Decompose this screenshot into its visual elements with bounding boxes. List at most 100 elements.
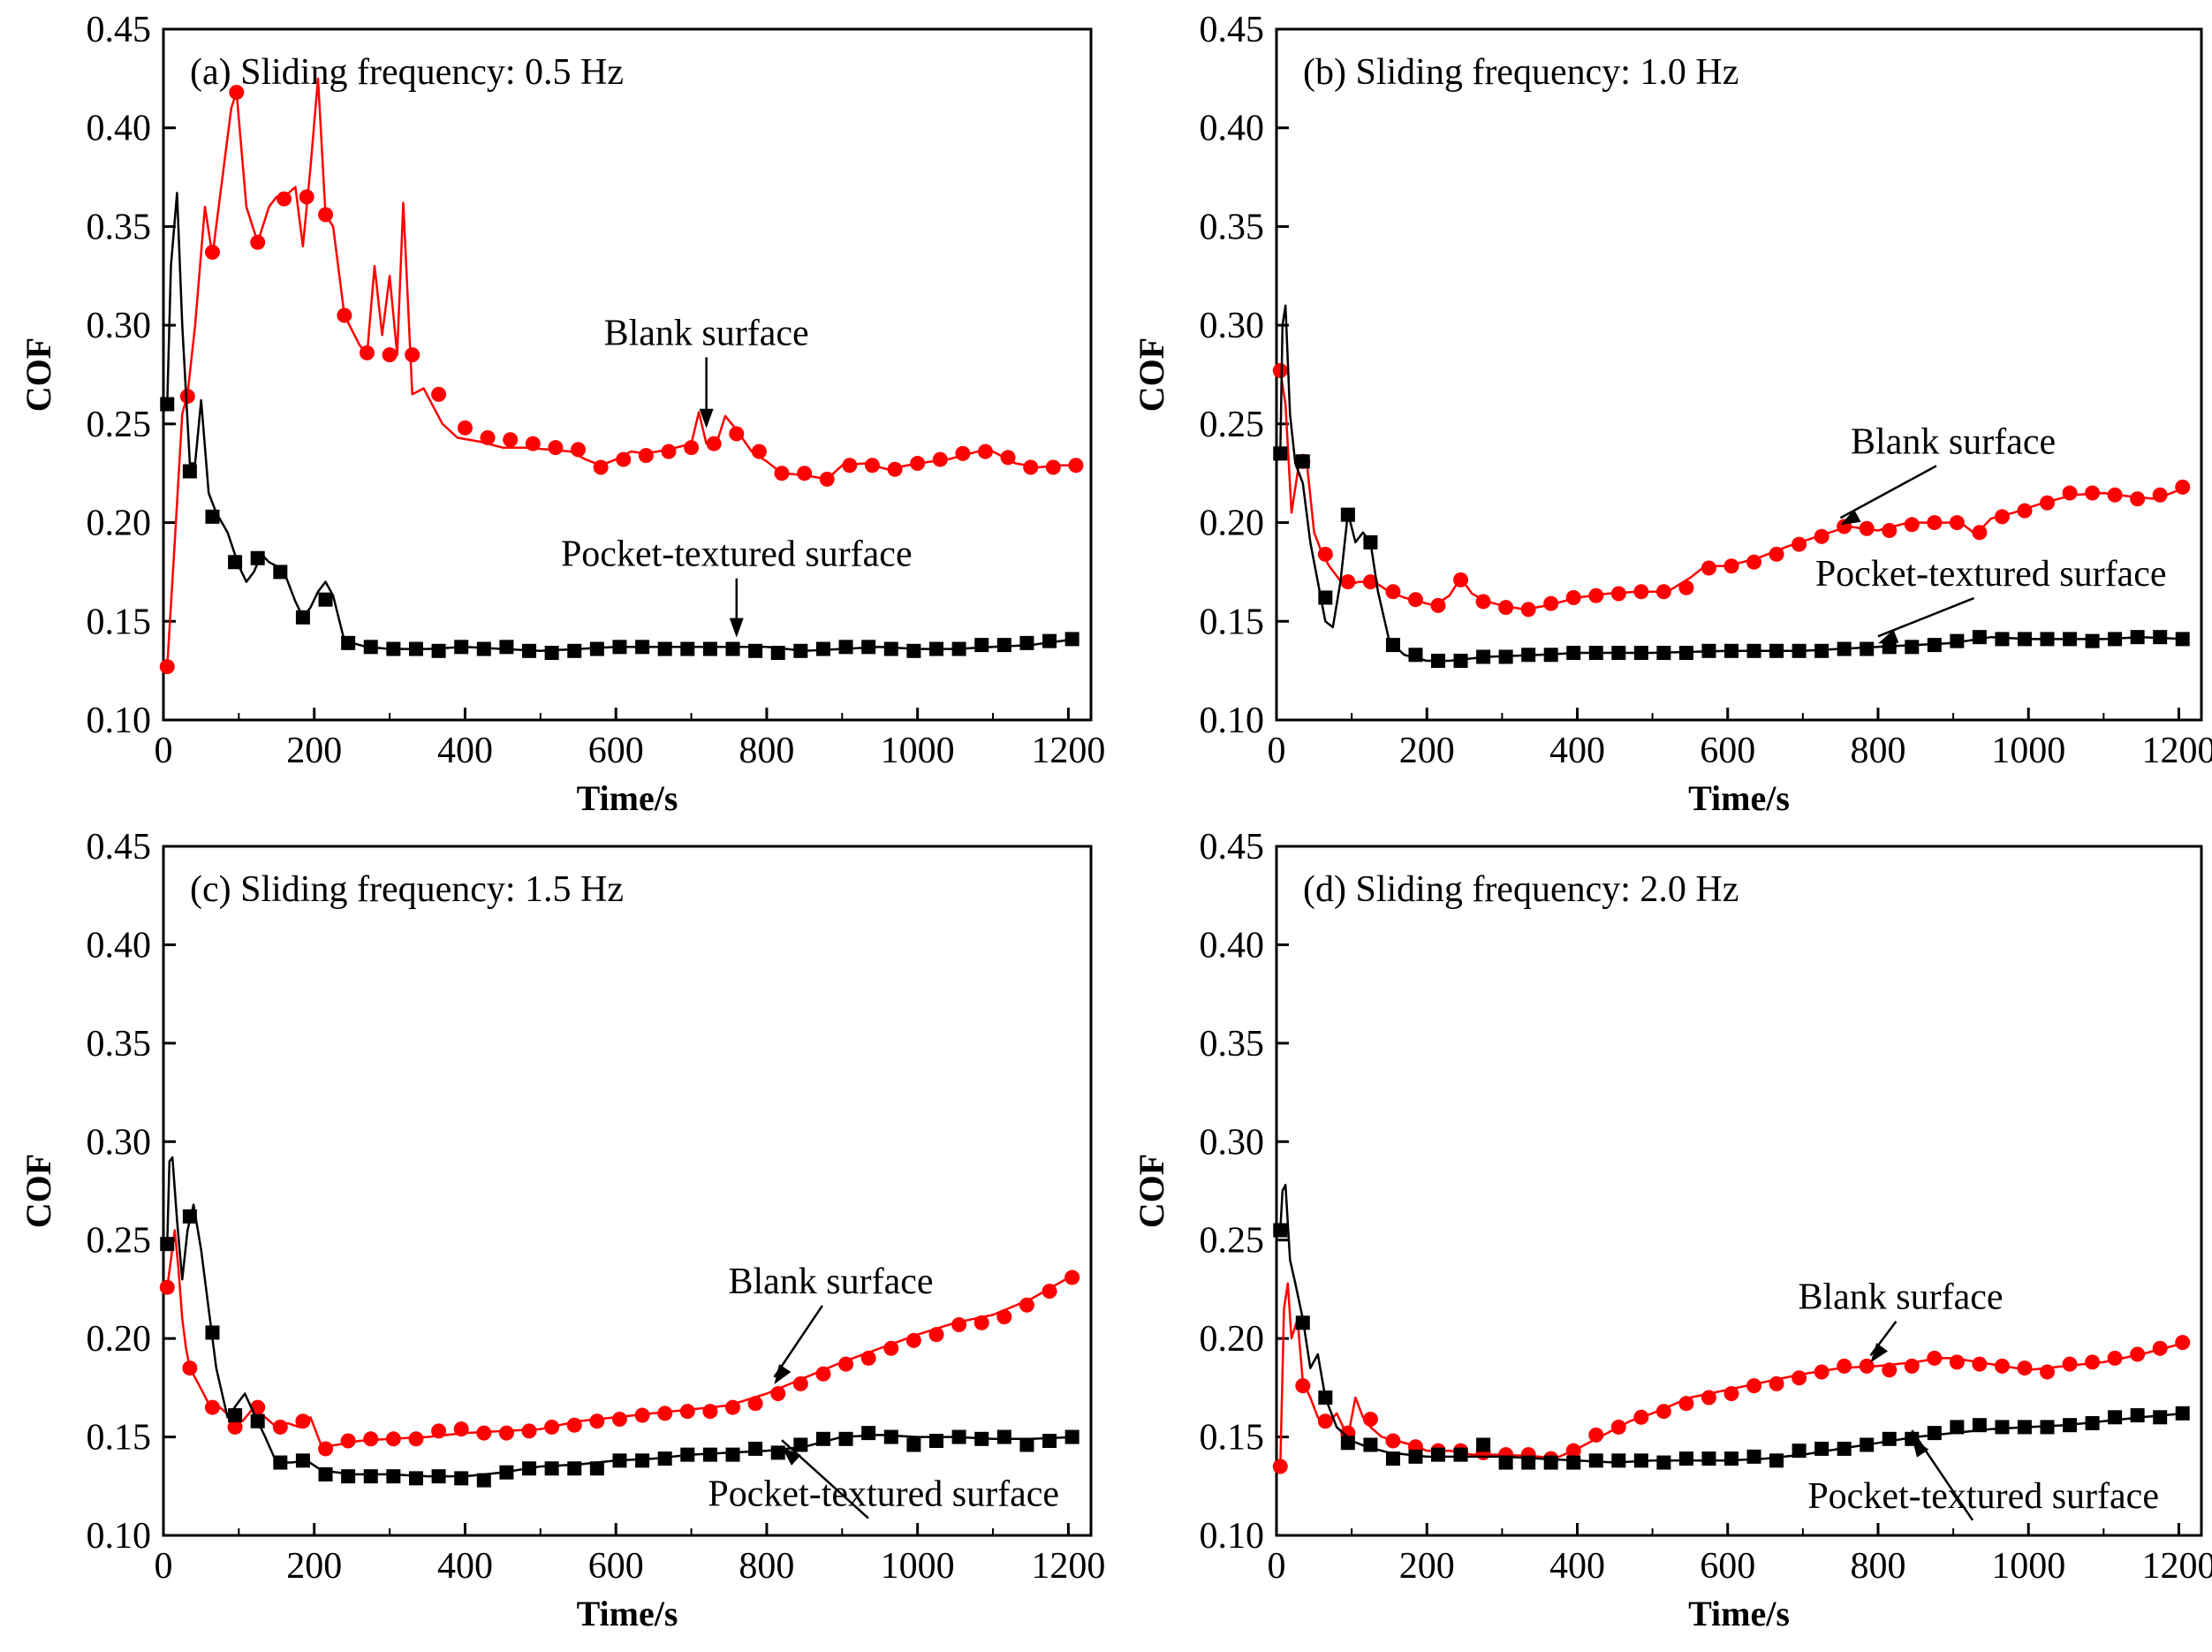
x-tick-label: 400: [437, 1546, 493, 1587]
textured-marker: [386, 641, 401, 656]
panel-title: (d) Sliding frequency: 2.0 Hz: [1303, 869, 1739, 910]
textured-marker: [1611, 1453, 1626, 1468]
textured-marker: [838, 640, 853, 655]
annotation-arrow-head: [699, 408, 714, 428]
x-tick-label: 800: [739, 1546, 794, 1587]
textured-marker: [2108, 1410, 2123, 1425]
blank-marker: [589, 1413, 605, 1429]
textured-marker: [996, 1429, 1011, 1444]
blank-marker: [453, 1421, 469, 1437]
textured-series-line: [166, 192, 1077, 653]
annotation-arrow-head: [1877, 629, 1899, 644]
textured-marker: [1972, 630, 1987, 645]
textured-marker: [906, 1437, 921, 1452]
y-tick-label: 0.25: [87, 405, 152, 445]
textured-marker: [1453, 1447, 1468, 1462]
annotation-arrow-head: [1912, 1437, 1929, 1458]
blank-marker: [616, 451, 632, 467]
textured-marker: [160, 397, 175, 412]
blank-marker: [382, 347, 398, 363]
textured-marker: [1746, 1449, 1761, 1464]
textured-marker: [748, 643, 763, 658]
textured-marker: [1543, 648, 1558, 663]
textured-marker: [1905, 640, 1920, 655]
textured-marker: [2040, 632, 2055, 647]
textured-marker: [1769, 643, 1784, 658]
textured-marker: [2085, 633, 2100, 648]
textured-marker: [182, 1209, 197, 1224]
blank-marker: [272, 1419, 288, 1435]
blank-marker: [1814, 528, 1829, 544]
textured-series-line: [1279, 1184, 2187, 1464]
blank-marker: [1655, 1404, 1671, 1420]
textured-marker: [1431, 1447, 1446, 1462]
y-tick-label: 0.25: [1200, 1221, 1265, 1262]
textured-marker: [748, 1441, 763, 1456]
y-tick-label: 0.35: [87, 207, 152, 247]
textured-marker: [770, 1445, 785, 1460]
textured-marker: [1498, 1455, 1513, 1470]
blank-marker: [1068, 458, 1084, 474]
x-tick-label: 0: [155, 731, 173, 771]
panel-title: (a) Sliding frequency: 0.5 Hz: [190, 52, 624, 93]
blank-marker: [1701, 560, 1716, 576]
x-tick-label: 800: [1850, 1546, 1905, 1587]
textured-marker: [1521, 648, 1536, 663]
textured-marker: [1995, 632, 2010, 647]
blank-marker: [1610, 586, 1626, 602]
textured-marker: [1521, 1455, 1536, 1470]
textured-marker: [1746, 643, 1761, 658]
blank-marker: [2130, 491, 2146, 507]
textured-marker: [431, 1469, 446, 1484]
x-tick-label: 1200: [2141, 1546, 2212, 1587]
y-tick-label: 0.40: [87, 109, 152, 149]
textured-marker: [1566, 646, 1581, 661]
textured-marker: [2063, 632, 2078, 647]
blank-marker: [684, 440, 700, 456]
blank-marker: [1972, 525, 1988, 541]
blank-marker: [385, 1431, 401, 1447]
annotation-label: Pocket-textured surface: [1815, 554, 2167, 595]
annotation-arrow: [773, 1305, 823, 1378]
blank-marker: [1475, 594, 1491, 610]
textured-marker: [454, 1471, 469, 1486]
textured-marker: [522, 1461, 537, 1476]
annotation-arrow-head: [774, 1364, 792, 1384]
textured-marker: [1318, 1391, 1333, 1405]
y-tick-label: 0.40: [87, 925, 152, 966]
blank-marker: [1678, 580, 1694, 595]
textured-marker: [499, 1465, 514, 1480]
textured-marker: [1882, 640, 1897, 655]
blank-marker: [611, 1412, 627, 1428]
textured-marker: [725, 641, 740, 656]
textured-marker: [1363, 1437, 1378, 1452]
blank-marker: [204, 1399, 220, 1415]
textured-marker: [1837, 1441, 1852, 1456]
blank-marker: [2040, 495, 2055, 511]
x-tick-label: 0: [1268, 1546, 1286, 1587]
textured-marker: [182, 464, 197, 479]
blank-marker: [1272, 363, 1288, 379]
y-tick-label: 0.20: [1200, 504, 1265, 544]
textured-marker: [295, 1453, 310, 1468]
x-tick-label: 1200: [1031, 1546, 1105, 1587]
x-tick-label: 600: [1700, 731, 1755, 771]
y-tick-label: 0.45: [1200, 827, 1265, 868]
blank-marker: [2062, 485, 2078, 501]
textured-marker: [929, 641, 943, 656]
blank-marker: [1453, 572, 1469, 587]
blank-marker: [544, 1419, 560, 1435]
blank-marker: [1498, 600, 1514, 616]
textured-marker: [1701, 1451, 1716, 1466]
x-tick-label: 400: [437, 731, 493, 771]
y-tick-label: 0.30: [1200, 306, 1265, 346]
y-tick-label: 0.15: [1200, 1418, 1265, 1459]
y-tick-label: 0.35: [1200, 1024, 1265, 1065]
x-tick-label: 200: [1399, 1546, 1455, 1587]
blank-marker: [973, 1315, 989, 1330]
textured-marker: [1318, 590, 1333, 605]
textured-marker: [2153, 630, 2168, 645]
blank-marker: [182, 1360, 198, 1376]
blank-marker: [1701, 1390, 1716, 1406]
textured-marker: [1453, 653, 1468, 668]
